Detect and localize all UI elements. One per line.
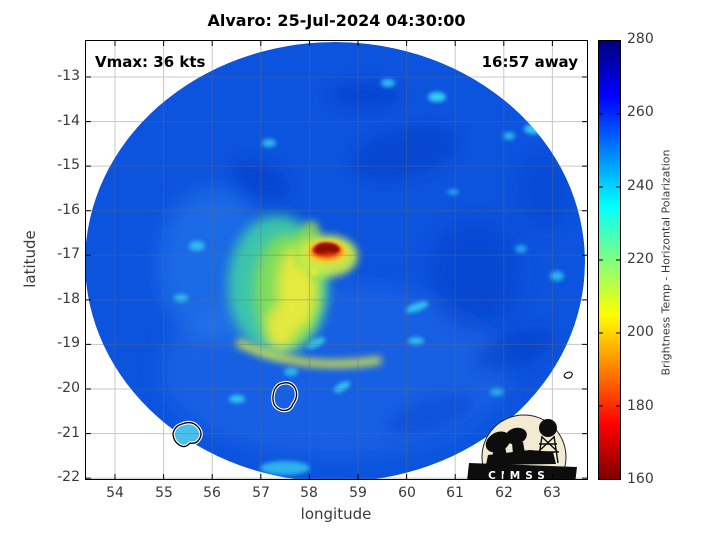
y-tick-label: -15 [57, 157, 80, 173]
x-tick-label: 55 [155, 485, 173, 501]
y-tick-label: -16 [57, 202, 80, 218]
x-tick-label: 59 [349, 485, 367, 501]
colorbar-tick-label: 220 [627, 251, 654, 267]
x-tick-label: 63 [543, 485, 561, 501]
colorbar-tick-label: 240 [627, 178, 654, 194]
cimss-banner [467, 463, 577, 480]
y-tick-label: -20 [57, 380, 80, 396]
plot-border [85, 40, 588, 480]
storm-eye [298, 235, 358, 277]
cyan-speckles [174, 68, 564, 475]
y-tick-label: -22 [57, 469, 80, 485]
plot-area: CIMSS [85, 40, 588, 480]
x-tick-label: 56 [203, 485, 221, 501]
colorbar-tick-marks [599, 113, 620, 407]
colorbar-tick-label: 200 [627, 324, 654, 340]
axis-tick-marks [85, 40, 588, 480]
colorbar-tick-label: 180 [627, 398, 654, 414]
water-tower-icon [537, 419, 559, 464]
y-tick-label: -14 [57, 113, 80, 129]
grid-overlay [85, 40, 588, 480]
cimss-banner-text: CIMSS [488, 470, 550, 480]
satellite-swath-image: CIMSS [85, 40, 588, 480]
time-away-label: 16:57 away [481, 53, 578, 71]
island-outline-mauritius [271, 380, 299, 413]
y-tick-label: -13 [57, 68, 80, 84]
colorbar-tick-label: 260 [627, 104, 654, 120]
x-axis-label: longitude [300, 505, 372, 523]
page-title: Alvaro: 25-Jul-2024 04:30:00 [207, 11, 466, 30]
x-tick-label: 61 [446, 485, 464, 501]
vmax-label: Vmax: 36 kts [95, 53, 206, 71]
colorbar-tick-label: 280 [627, 31, 654, 47]
island-outline-reunion [171, 420, 203, 449]
colorbar [598, 40, 621, 480]
colorbar-tick-label: 160 [627, 471, 654, 487]
y-tick-label: -21 [57, 425, 80, 441]
colorbar-axis-label: Brightness Temp - Horizontal Polarizatio… [659, 149, 673, 376]
swath-group: CIMSS [85, 40, 588, 480]
y-axis-label: latitude [21, 230, 39, 288]
island-outline-rodrigues [562, 370, 574, 380]
y-tick-label: -19 [57, 335, 80, 351]
x-tick-label: 54 [106, 485, 124, 501]
x-tick-label: 62 [495, 485, 513, 501]
x-tick-label: 57 [252, 485, 270, 501]
x-tick-label: 58 [300, 485, 318, 501]
x-tick-label: 60 [398, 485, 416, 501]
y-tick-label: -18 [57, 291, 80, 307]
y-tick-label: -17 [57, 246, 80, 262]
cimss-logo: CIMSS [467, 414, 577, 480]
